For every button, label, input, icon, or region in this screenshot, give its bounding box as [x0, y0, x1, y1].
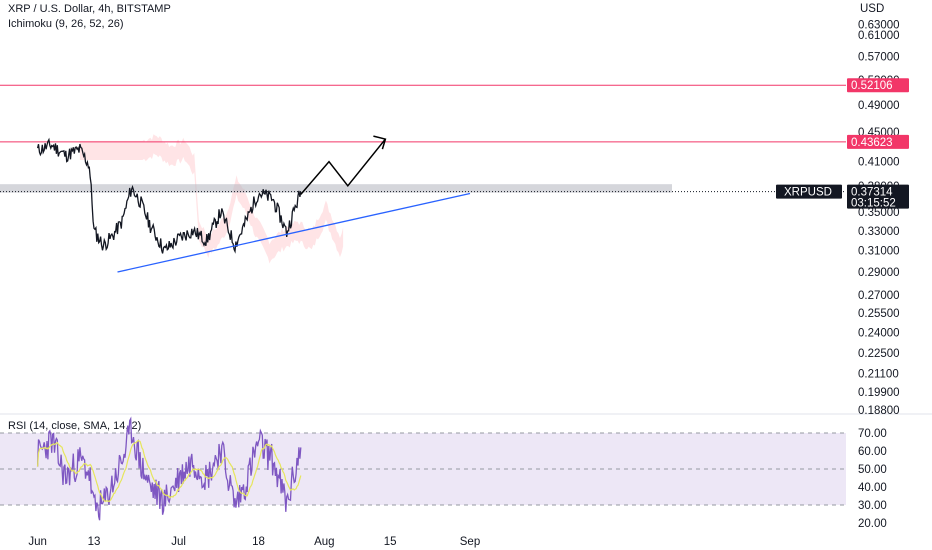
- symbol-badge-text: XRPUSD: [784, 187, 832, 199]
- rsi-tick-label: 30.00: [858, 500, 887, 512]
- horizontal-levels: [0, 84, 846, 193]
- price-tick-label: 0.63000: [858, 20, 900, 32]
- price-tick-label: 0.18800: [858, 405, 900, 417]
- level-badge-0: [847, 78, 909, 93]
- time-tick-label: 15: [384, 536, 397, 548]
- current-price-text: 0.37314: [851, 187, 893, 199]
- indicator-legend: Ichimoku (9, 26, 52, 26): [8, 18, 124, 30]
- price-tick-label: 0.41000: [858, 157, 900, 169]
- price-tick-label: 0.19900: [858, 387, 900, 399]
- time-tick-label: Aug: [314, 536, 334, 548]
- price-series: [36, 137, 302, 254]
- time-axis: Jun 13 Jul 18 Aug 15 Sep: [28, 536, 480, 548]
- countdown-text: 03:15:52: [851, 198, 896, 210]
- rsi-legend: RSI (14, close, SMA, 14, 2): [8, 420, 142, 432]
- resistance-zone: [0, 184, 672, 193]
- price-tick-label: 0.33000: [858, 226, 900, 238]
- time-tick-label: 13: [88, 536, 101, 548]
- rsi-line: [36, 416, 302, 521]
- time-tick-label: 18: [252, 536, 265, 548]
- rsi-tick-label: 70.00: [858, 428, 887, 440]
- level-badge-text: 0.52106: [851, 80, 893, 92]
- rsi-tick-label: 40.00: [858, 482, 887, 494]
- price-tick-label: 0.35000: [858, 207, 900, 219]
- projection-path: [300, 138, 386, 195]
- projection-arrow: [373, 135, 387, 150]
- ichimoku-cloud: [79, 134, 344, 264]
- price-tick-label: 0.49000: [858, 100, 900, 112]
- price-axis: USD0.630000.610000.570000.530000.490000.…: [858, 3, 900, 530]
- trendline: [117, 192, 471, 273]
- symbol-badge: [776, 184, 842, 199]
- price-tick-label: 0.57000: [858, 52, 900, 64]
- time-tick-label: Jun: [28, 536, 47, 548]
- time-tick-label: Sep: [460, 536, 480, 548]
- rsi-tick-label: 20.00: [858, 518, 887, 530]
- price-tick-label: 0.61000: [858, 30, 900, 42]
- currency-label: USD: [860, 3, 884, 15]
- level-badge-text: 0.43623: [851, 137, 893, 149]
- price-tick-label: 0.21100: [858, 368, 899, 380]
- price-tick-label: 0.24000: [858, 327, 900, 339]
- cloud-area: [79, 134, 344, 264]
- rsi-tick-label: 50.00: [858, 464, 887, 476]
- rsi-band: [0, 433, 846, 505]
- price-tick-label: 0.29000: [858, 267, 900, 279]
- rsi-tick-label: 60.00: [858, 446, 887, 458]
- price-tick-label: 0.22500: [858, 348, 900, 360]
- current-price-badge: [847, 184, 909, 209]
- price-line: [36, 137, 302, 254]
- level-badge-1: [847, 134, 909, 149]
- price-tick-label: 0.31000: [858, 246, 900, 258]
- rsi-ma-line: [37, 439, 302, 503]
- rsi-series: [36, 416, 302, 521]
- time-tick-label: Jul: [171, 536, 186, 548]
- chart-title: XRP / U.S. Dollar, 4h, BITSTAMP: [8, 3, 171, 15]
- price-tick-label: 0.27000: [858, 290, 900, 302]
- price-tick-label: 0.25500: [858, 308, 900, 320]
- drawings: [117, 135, 471, 273]
